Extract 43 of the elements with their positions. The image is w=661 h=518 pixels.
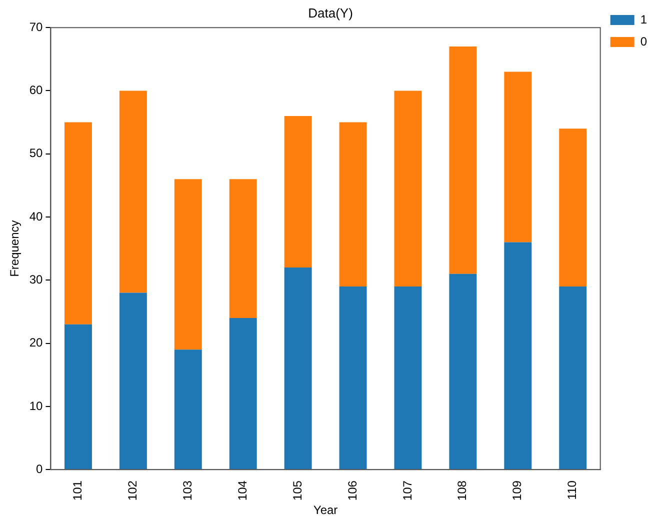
bar [504, 242, 532, 470]
y-tick-label: 40 [29, 209, 44, 224]
x-tick-label: 105 [290, 480, 304, 501]
bar [449, 274, 477, 470]
bar [559, 128, 587, 286]
y-tick-label: 70 [29, 20, 44, 34]
bar [284, 268, 312, 470]
bar [64, 324, 92, 470]
bar [229, 318, 257, 470]
y-tick-label: 30 [29, 272, 44, 286]
bar [119, 90, 147, 293]
y-tick-label: 60 [29, 83, 44, 98]
bar [229, 179, 257, 318]
bar [64, 122, 92, 324]
bar [174, 350, 202, 470]
bar [504, 72, 532, 242]
y-tick-label: 10 [29, 398, 44, 413]
y-axis-title: Frequency [8, 220, 22, 277]
bar [119, 292, 147, 470]
x-tick-label: 102 [125, 480, 140, 501]
legend-label: 1 [640, 12, 648, 26]
bar [174, 179, 202, 350]
bar [394, 90, 422, 286]
chart-title: Data(Y) [308, 5, 353, 20]
x-tick-label: 103 [180, 480, 194, 501]
bar [559, 286, 587, 470]
bar [449, 46, 477, 274]
y-tick-label: 20 [29, 336, 44, 350]
x-tick-label: 107 [400, 480, 414, 501]
bar [394, 286, 422, 470]
x-tick-label: 104 [235, 480, 250, 501]
x-tick-label: 101 [70, 480, 85, 501]
bar [339, 286, 367, 470]
legend-label: 0 [640, 34, 648, 48]
x-axis-title: Year [313, 503, 338, 518]
bar [284, 116, 312, 268]
y-tick-label: 50 [29, 146, 44, 160]
y-tick-label: 0 [36, 462, 44, 476]
bar [339, 122, 367, 286]
x-tick-label: 108 [455, 480, 470, 501]
x-tick-label: 110 [565, 480, 580, 500]
x-tick-label: 109 [510, 480, 524, 501]
x-tick-label: 106 [345, 480, 360, 501]
